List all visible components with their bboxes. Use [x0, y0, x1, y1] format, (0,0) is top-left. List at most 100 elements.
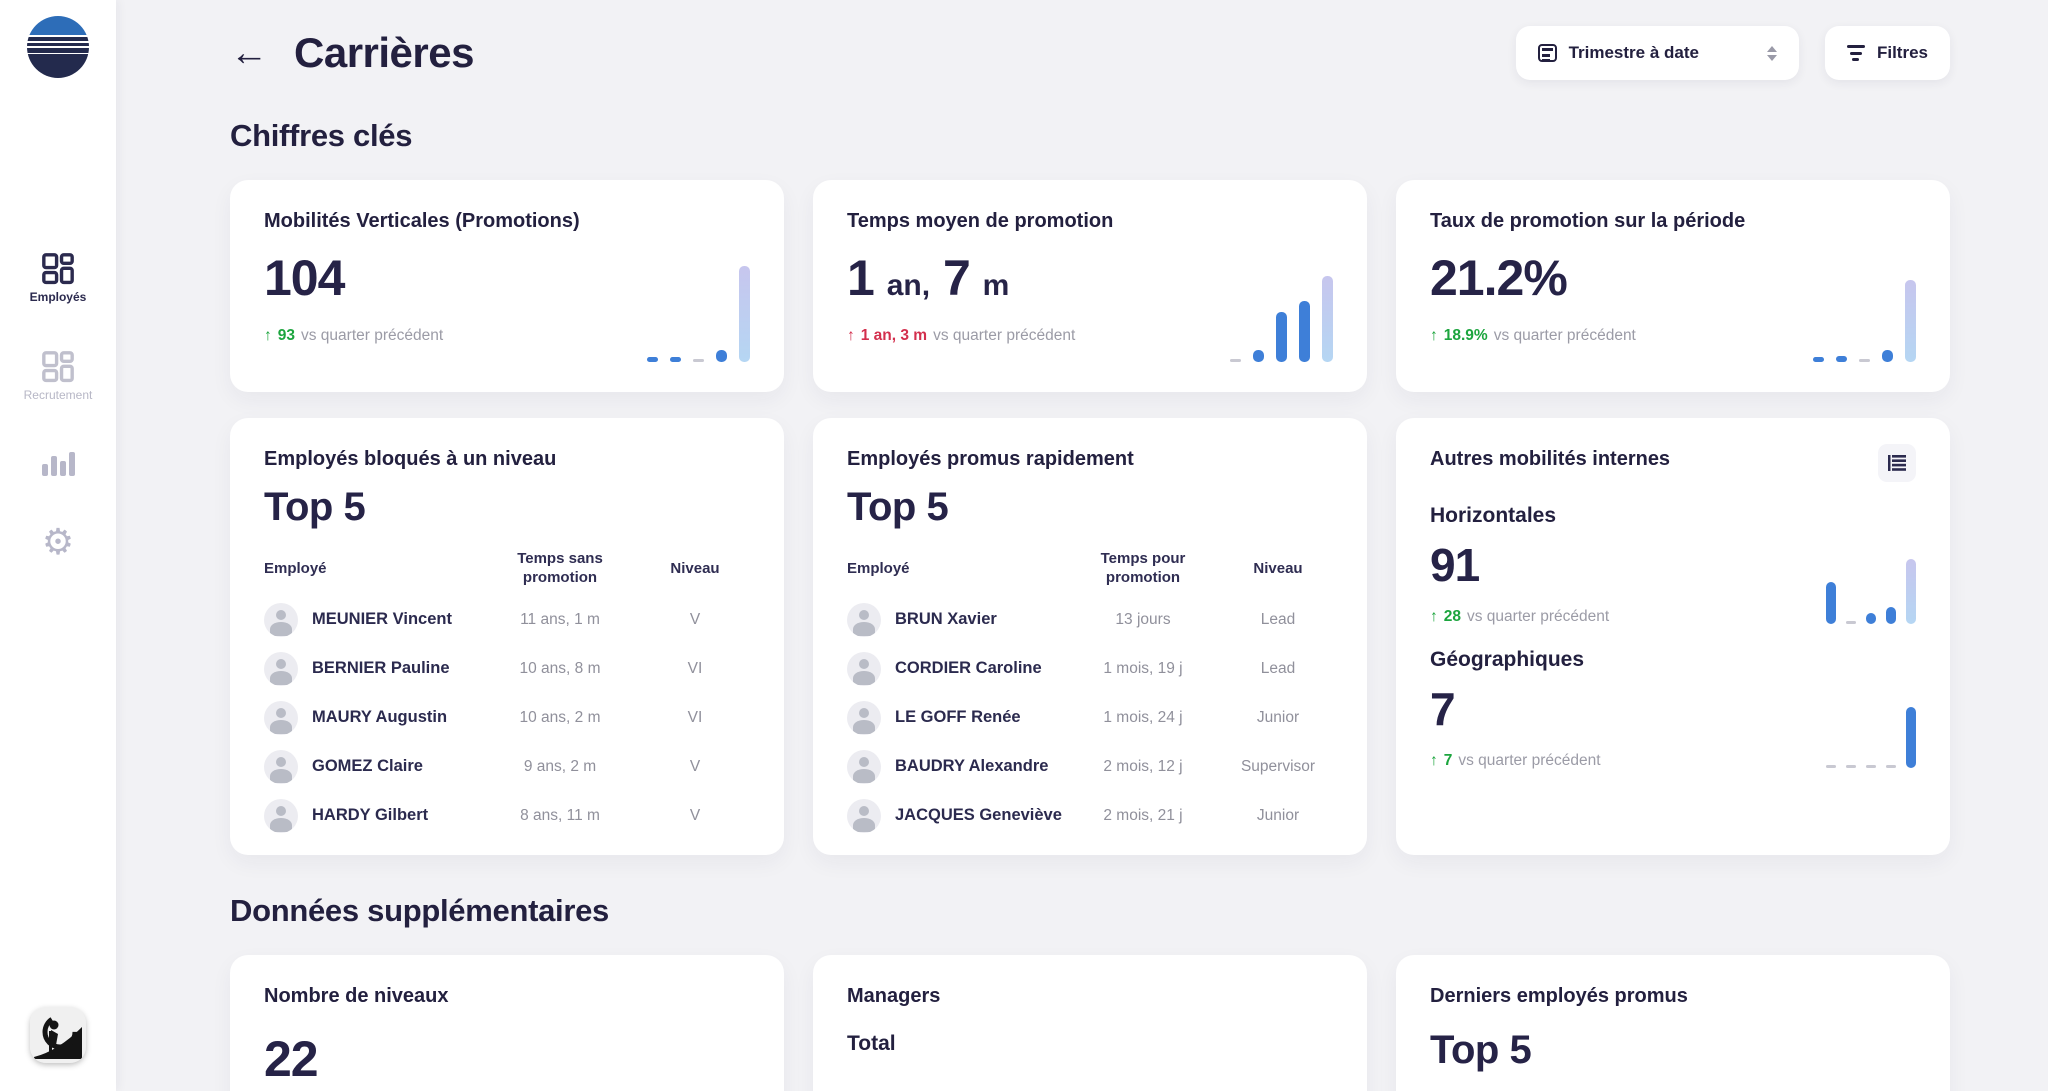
page-title: Carrières — [294, 29, 474, 76]
spark-bar — [1846, 621, 1856, 624]
employee-time: 2 mois, 21 j — [1103, 806, 1183, 824]
employee-name: MEUNIER Vincent — [312, 610, 452, 628]
spark-bar — [1882, 350, 1893, 362]
employee-level: VI — [687, 708, 703, 726]
spark-bar — [1299, 300, 1310, 362]
table-row[interactable]: MEUNIER Vincent 11 ans, 1 m V — [264, 602, 750, 637]
period-selector-value: Trimestre à date — [1568, 43, 1699, 62]
dashboard-grid-icon — [42, 351, 74, 383]
sidebar: Employés Recrutement ⚙ — [0, 0, 116, 1091]
employee-level: Junior — [1256, 708, 1300, 726]
sidebar-item-employes[interactable]: Employés — [0, 252, 116, 304]
section-title-key-figures: Chiffres clés — [230, 118, 413, 153]
card-number-of-levels: Nombre de niveaux 22 — [230, 955, 784, 1091]
kpi-delta: ↑ 28 vs quarter précédent — [1430, 608, 1610, 625]
spark-bar — [1253, 350, 1264, 362]
employee-time: 1 mois, 19 j — [1103, 659, 1183, 677]
employee-time: 10 ans, 2 m — [519, 708, 601, 726]
employee-name: MAURY Augustin — [312, 708, 448, 726]
sparkline-chart — [1230, 266, 1333, 362]
card-title: Autres mobilités internes — [1430, 448, 1671, 470]
detail-row: Employés bloqués à un niveau Top 5 Emplo… — [230, 418, 1950, 855]
spark-bar — [1866, 613, 1876, 624]
metric-label: Horizontales — [1430, 504, 1557, 527]
spark-bar — [1826, 582, 1836, 624]
card-subtitle: Top 5 — [847, 485, 949, 529]
employee-time: 13 jours — [1115, 610, 1171, 628]
card-subtitle: Top 5 — [1430, 1028, 1532, 1072]
kpi-delta: ↑ 93 vs quarter précédent — [264, 327, 444, 344]
employees-table: Employé Temps sans promotion Niveau MEUN… — [264, 550, 750, 833]
person-avatar-icon — [847, 798, 881, 833]
sidebar-item-recrutement[interactable]: Recrutement — [0, 350, 116, 402]
person-avatar-icon — [264, 749, 298, 784]
up-arrow-icon: ↑ — [1430, 752, 1438, 769]
kpi-delta: ↑ 1 an, 3 m vs quarter précédent — [847, 327, 1076, 344]
kpi-value: 91 — [1430, 539, 1480, 591]
sidebar-nav: Employés Recrutement ⚙ — [0, 252, 116, 560]
table-header: Employé Temps sans promotion Niveau — [264, 550, 720, 586]
striped-globe-logo[interactable] — [27, 16, 89, 78]
filters-button[interactable]: Filtres — [1824, 26, 1950, 80]
table-row[interactable]: BRUN Xavier 13 jours Lead — [847, 602, 1333, 637]
logo-dome — [27, 16, 89, 35]
spark-bar — [1886, 606, 1896, 624]
employee-name: BERNIER Pauline — [312, 659, 450, 677]
spark-bar — [1905, 280, 1916, 362]
employee-level: V — [689, 757, 701, 775]
spark-bar — [1813, 357, 1824, 362]
gear-icon: ⚙ — [41, 521, 75, 562]
person-avatar-icon — [264, 700, 298, 735]
table-header: Employé Temps pour promotion Niveau — [847, 550, 1303, 586]
back-button[interactable]: ← — [230, 32, 268, 74]
table-row[interactable]: MAURY Augustin 10 ans, 2 m VI — [264, 700, 750, 735]
kpi-value: 1 an, 7 m — [847, 250, 1010, 306]
employee-name: BRUN Xavier — [895, 610, 997, 628]
page-header: ← Carrières Trimestre à date Filtres — [230, 26, 1950, 80]
card-other-internal-mobilities: Autres mobilités internes Horizontales 9… — [1396, 418, 1950, 855]
employee-time: 2 mois, 12 j — [1103, 757, 1183, 775]
card-managers: Managers Total — [813, 955, 1367, 1091]
filters-button-label: Filtres — [1876, 43, 1928, 62]
table-row[interactable]: HARDY Gilbert 8 ans, 11 m V — [264, 798, 750, 833]
card-last-promoted-employees: Derniers employés promus Top 5 — [1396, 955, 1950, 1091]
table-row[interactable]: BERNIER Pauline 10 ans, 8 m VI — [264, 651, 750, 686]
sparkline-chart — [1813, 266, 1916, 362]
up-down-chevrons-icon — [1766, 45, 1777, 61]
spark-bar — [1906, 706, 1916, 768]
sidebar-item-statistics[interactable] — [0, 448, 116, 478]
employee-time: 8 ans, 11 m — [520, 806, 600, 824]
list-view-icon — [1888, 455, 1906, 471]
sidebar-item-settings[interactable]: ⚙ — [0, 524, 116, 560]
section-title-additional-data: Données supplémentaires — [230, 893, 609, 928]
spark-bar — [647, 357, 658, 362]
table-row[interactable]: BAUDRY Alexandre 2 mois, 12 j Supervisor — [847, 749, 1333, 784]
up-arrow-icon: ↑ — [264, 327, 272, 344]
spark-bar — [1276, 312, 1287, 362]
table-row[interactable]: JACQUES Geneviève 2 mois, 21 j Junior — [847, 798, 1333, 833]
up-arrow-icon: ↑ — [1430, 327, 1438, 344]
employee-level: V — [689, 806, 701, 824]
employee-level: Junior — [1256, 806, 1300, 824]
list-view-button[interactable] — [1878, 444, 1916, 482]
kpi-value: 21.2% — [1430, 250, 1568, 306]
table-row[interactable]: GOMEZ Claire 9 ans, 2 m V — [264, 749, 750, 784]
dashboard-grid-icon — [42, 253, 74, 285]
table-row[interactable]: LE GOFF Renée 1 mois, 24 j Junior — [847, 700, 1333, 735]
employee-name: CORDIER Caroline — [895, 659, 1042, 677]
employee-name: JACQUES Geneviève — [895, 806, 1062, 824]
employee-name: LE GOFF Renée — [895, 708, 1021, 726]
card-title: Nombre de niveaux — [264, 985, 449, 1007]
card-fast-promoted-employees: Employés promus rapidement Top 5 Employé… — [813, 418, 1367, 855]
table-row[interactable]: CORDIER Caroline 1 mois, 19 j Lead — [847, 651, 1333, 686]
spark-bar — [1230, 359, 1241, 362]
employee-level: VI — [687, 659, 703, 677]
employee-level: Lead — [1260, 610, 1296, 628]
user-avatar[interactable] — [30, 1007, 86, 1063]
period-selector[interactable]: Trimestre à date — [1515, 26, 1799, 80]
bar-chart-icon — [42, 452, 75, 476]
card-title: Employés promus rapidement — [847, 448, 1134, 470]
spark-bar — [739, 266, 750, 362]
employee-level: Supervisor — [1240, 757, 1316, 775]
card-blocked-employees: Employés bloqués à un niveau Top 5 Emplo… — [230, 418, 784, 855]
